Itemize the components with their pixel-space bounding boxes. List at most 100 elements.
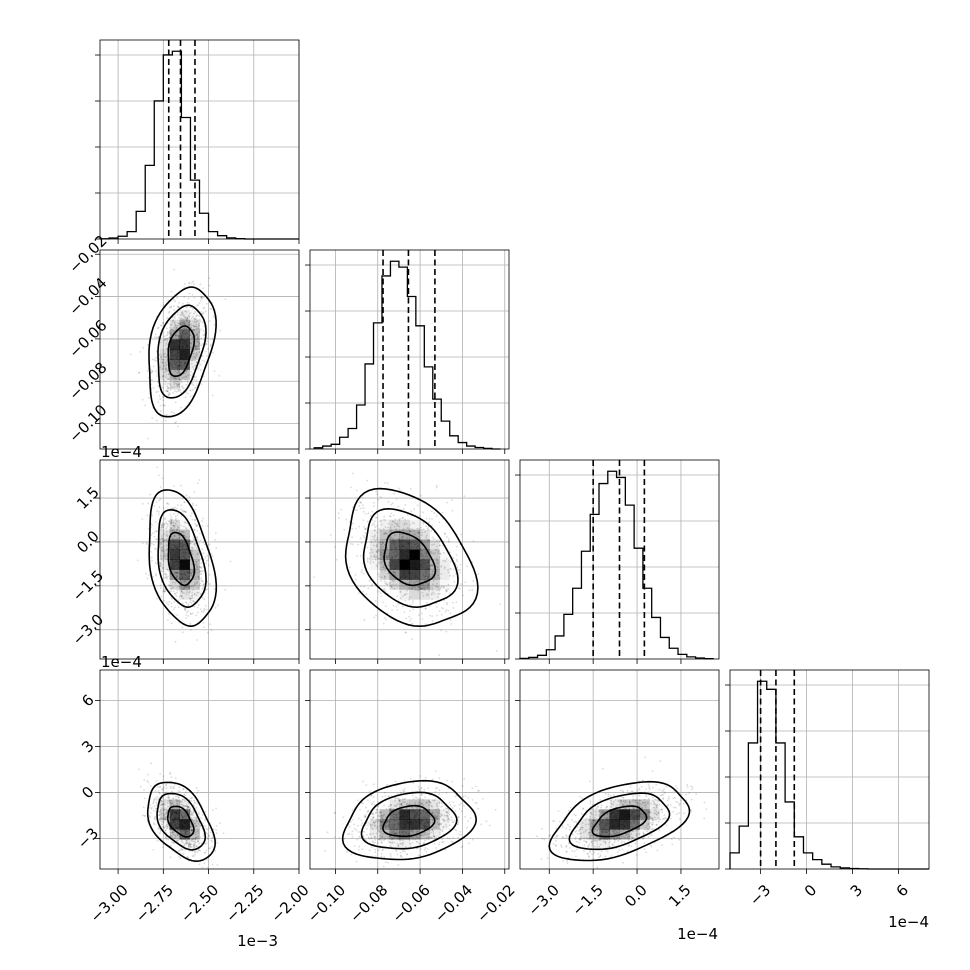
scatter-point bbox=[167, 373, 170, 376]
scatter-point bbox=[168, 337, 171, 340]
scatter-point bbox=[154, 531, 156, 534]
scatter-point bbox=[173, 606, 176, 609]
density-cell bbox=[369, 559, 381, 570]
scatter-point bbox=[427, 829, 429, 832]
contour-line bbox=[146, 781, 217, 863]
density-cell bbox=[399, 829, 410, 840]
scatter-point bbox=[197, 829, 200, 832]
scatter-point bbox=[165, 370, 167, 373]
scatter-point bbox=[181, 321, 184, 324]
scatter-point bbox=[662, 793, 665, 796]
scatter-point bbox=[416, 580, 419, 583]
scatter-point bbox=[196, 580, 199, 583]
scatter-point bbox=[185, 320, 188, 322]
scatter-point bbox=[399, 805, 401, 808]
scatter-point bbox=[390, 831, 393, 834]
scatter-point bbox=[200, 610, 203, 613]
x-tick-label: 0 bbox=[801, 881, 820, 900]
scatter-point bbox=[450, 840, 453, 843]
scatter-point bbox=[160, 410, 162, 413]
scatter-point bbox=[416, 807, 419, 810]
scatter-point bbox=[174, 795, 177, 798]
scatter-point bbox=[208, 827, 210, 830]
scatter-point bbox=[155, 336, 158, 339]
scatter-point bbox=[337, 512, 340, 515]
scatter-point bbox=[196, 304, 199, 307]
scatter-point bbox=[187, 802, 190, 804]
scatter-point bbox=[457, 823, 459, 826]
scatter-point bbox=[389, 527, 392, 530]
scatter-point bbox=[167, 386, 169, 389]
scatter-point bbox=[371, 583, 374, 586]
scatter-point bbox=[477, 573, 480, 575]
scatter-point bbox=[190, 572, 192, 575]
scatter-point bbox=[176, 334, 179, 337]
scatter-point bbox=[183, 592, 186, 595]
scatter-point bbox=[161, 550, 164, 553]
scatter-point bbox=[431, 805, 434, 808]
scatter-point bbox=[189, 395, 192, 398]
scatter-point bbox=[203, 626, 206, 629]
scatter-point bbox=[205, 302, 208, 305]
scatter-point bbox=[439, 816, 442, 818]
scatter-point bbox=[373, 537, 375, 540]
scatter-point bbox=[449, 612, 452, 615]
scatter-point bbox=[166, 387, 169, 390]
scatter-point bbox=[433, 593, 436, 596]
scatter-point bbox=[206, 588, 208, 590]
density-cell bbox=[409, 559, 420, 570]
scatter-point bbox=[191, 335, 194, 338]
scatter-point bbox=[184, 378, 187, 381]
scatter-point bbox=[192, 584, 194, 587]
scatter-point bbox=[418, 585, 420, 588]
scatter-point bbox=[209, 343, 212, 346]
scatter-point bbox=[165, 819, 167, 822]
scatter-point bbox=[690, 798, 693, 801]
scatter-point bbox=[362, 510, 365, 513]
scatter-point bbox=[205, 858, 208, 861]
scatter-point bbox=[165, 342, 168, 345]
scatter-point bbox=[428, 605, 431, 608]
scatter-point bbox=[334, 811, 336, 814]
histogram-step bbox=[313, 260, 501, 450]
scatter-point bbox=[427, 539, 429, 542]
scatter-point bbox=[398, 799, 401, 802]
scatter-point bbox=[180, 590, 183, 592]
scatter-point bbox=[175, 327, 178, 330]
scatter-point bbox=[195, 345, 198, 348]
scatter-point bbox=[189, 843, 192, 846]
density-panel-p2-p3: −3.0 −1.5 0.0 1.5 bbox=[515, 669, 720, 920]
scatter-point bbox=[387, 805, 390, 808]
scatter-point bbox=[379, 837, 382, 840]
scatter-point bbox=[194, 348, 196, 351]
scatter-point bbox=[190, 326, 193, 329]
scatter-point bbox=[146, 543, 148, 546]
scatter-point bbox=[377, 805, 380, 808]
scatter-point bbox=[399, 792, 402, 795]
scatter-point bbox=[368, 849, 371, 852]
scatter-point bbox=[415, 835, 418, 838]
scatter-point bbox=[456, 567, 459, 569]
scatter-point bbox=[367, 836, 370, 839]
scatter-point bbox=[149, 551, 152, 553]
scatter-point bbox=[374, 534, 376, 537]
scatter-point bbox=[189, 540, 192, 543]
scatter-point bbox=[175, 571, 178, 574]
scatter-point bbox=[456, 545, 459, 548]
scatter-point bbox=[405, 853, 408, 856]
scatter-point bbox=[168, 797, 170, 800]
scatter-point bbox=[387, 840, 390, 843]
scatter-point bbox=[187, 842, 189, 845]
scatter-point bbox=[216, 863, 219, 866]
scatter-point bbox=[190, 542, 192, 545]
scatter-point bbox=[187, 615, 190, 617]
scatter-point bbox=[165, 373, 168, 376]
scatter-point bbox=[151, 370, 154, 373]
scatter-point bbox=[191, 840, 194, 843]
scatter-point bbox=[153, 805, 156, 808]
scatter-point bbox=[443, 566, 446, 568]
scatter-point bbox=[377, 557, 380, 560]
scatter-point bbox=[374, 599, 377, 602]
scatter-point bbox=[165, 549, 168, 552]
scatter-point bbox=[197, 812, 200, 815]
